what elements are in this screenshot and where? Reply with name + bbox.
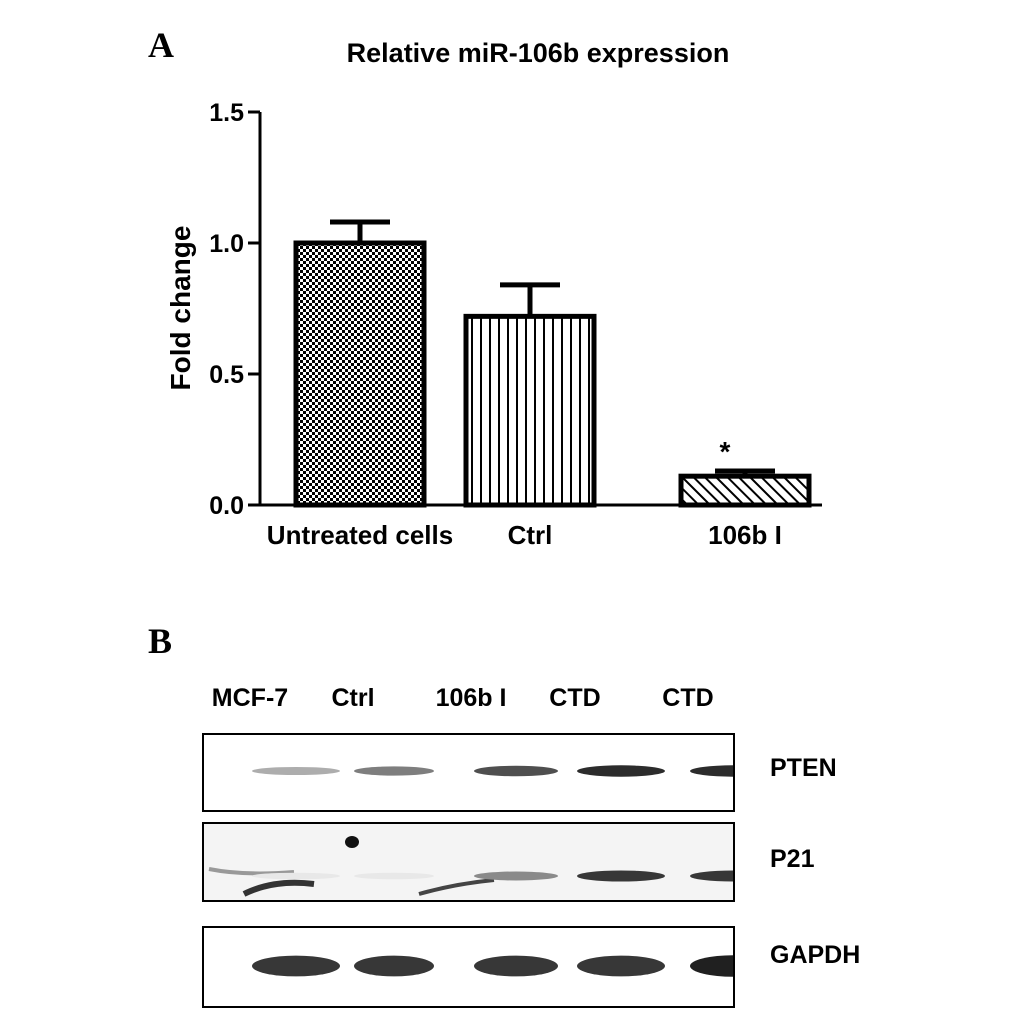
blot-band	[690, 955, 733, 977]
blot-artifact	[242, 879, 315, 897]
bar	[678, 473, 812, 508]
chart-title: Relative miR-106b expression	[347, 38, 730, 68]
lane-label-mcf7: MCF-7	[211, 684, 289, 712]
y-tick-label: 1.0	[209, 230, 244, 258]
blot-band	[354, 872, 434, 880]
y-tick-label: 0.0	[209, 492, 244, 520]
x-tick-label: 106b I	[708, 520, 782, 550]
protein-label-pten: PTEN	[770, 754, 837, 782]
lane-label-106b-i: 106b I	[435, 684, 507, 712]
blot-band	[354, 955, 434, 977]
protein-label-p21: P21	[770, 845, 815, 873]
blot-band	[252, 766, 340, 776]
blot-artifact	[418, 878, 495, 896]
blot-p21	[202, 822, 735, 902]
lane-label-ctd-2: CTD	[662, 684, 714, 712]
y-axis-label: Fold change	[165, 226, 196, 391]
panel-a-label: A	[148, 25, 174, 65]
blot-artifact	[208, 867, 295, 876]
blot-gapdh	[202, 926, 735, 1008]
blot-band	[690, 765, 733, 777]
blot-pten	[202, 733, 735, 812]
blot-band	[577, 955, 665, 977]
blot-band	[474, 955, 558, 977]
lane-label-ctd-1: CTD	[549, 684, 601, 712]
lane-label-ctrl: Ctrl	[331, 684, 375, 712]
bar-chart: Relative miR-106b expression Fold change…	[165, 38, 822, 550]
blot-band	[690, 870, 733, 882]
x-tick-label: Untreated cells	[267, 520, 453, 550]
blot-band	[577, 870, 665, 882]
significance-marker: *	[720, 436, 731, 467]
y-tick-label: 1.5	[209, 99, 244, 127]
y-tick-label: 0.5	[209, 361, 244, 389]
panel-b-label: B	[148, 621, 173, 661]
blot-artifact	[345, 836, 359, 848]
x-tick-label: Ctrl	[508, 520, 553, 550]
blot-band	[474, 871, 558, 881]
blot-band	[577, 765, 665, 777]
bar	[293, 240, 427, 508]
protein-label-gapdh: GAPDH	[770, 941, 861, 969]
bar	[463, 313, 597, 508]
blot-band	[354, 766, 434, 776]
blot-band	[474, 765, 558, 777]
blot-band	[252, 872, 340, 880]
blot-band	[252, 955, 340, 977]
